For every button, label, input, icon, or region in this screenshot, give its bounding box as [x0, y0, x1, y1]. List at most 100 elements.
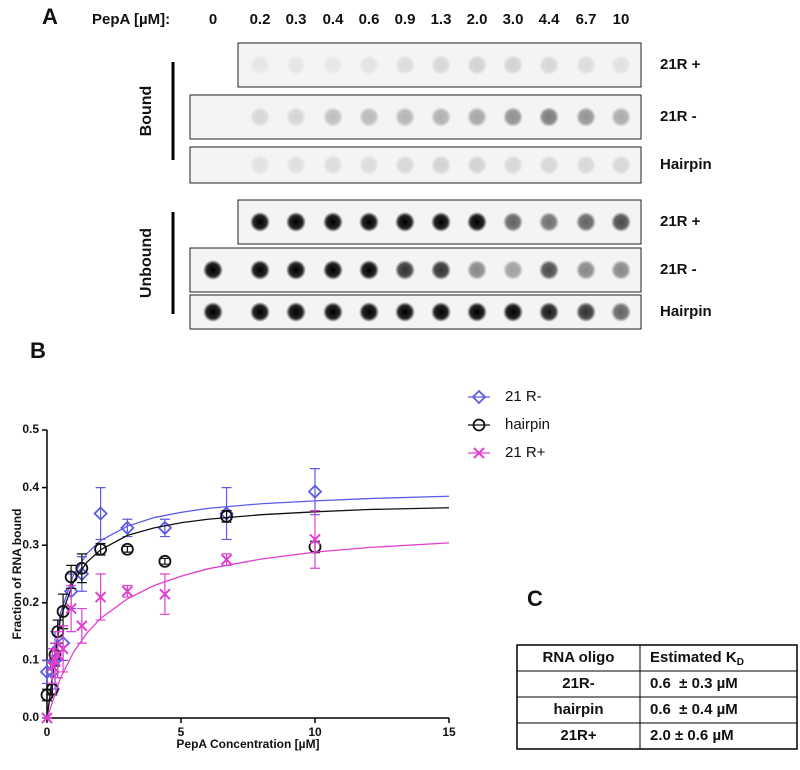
legend-marker: [472, 418, 486, 432]
row-label: 21R +: [660, 56, 701, 73]
panel-label: A: [42, 4, 58, 29]
blot-dot: [539, 302, 559, 322]
blot-dot: [250, 212, 270, 232]
blot-dot: [539, 155, 559, 175]
blot-dot: [250, 107, 270, 127]
blot-dot: [323, 55, 343, 75]
table-header: RNA oligo: [543, 649, 615, 666]
data-point: [41, 712, 53, 724]
legend-label: 21 R-: [505, 388, 542, 405]
blot-dot: [395, 260, 415, 280]
concentration-label: 0: [209, 11, 217, 28]
data-point: [75, 561, 89, 575]
blot-dot: [395, 212, 415, 232]
blot-dot: [395, 55, 415, 75]
data-point: [76, 620, 88, 632]
blot-dot: [611, 260, 631, 280]
blot-dot: [576, 55, 596, 75]
data-point: [220, 553, 233, 566]
blot-dot: [359, 155, 379, 175]
table-cell: 21R-: [562, 675, 595, 692]
x-tick-label: 5: [178, 725, 185, 739]
fit-curve: [46, 495, 450, 719]
blot-dot: [467, 55, 487, 75]
data-point: [94, 591, 107, 603]
blot-dot: [359, 55, 379, 75]
blot-dot: [323, 212, 343, 232]
error-bar: [95, 487, 106, 541]
blot-dot: [503, 302, 523, 322]
blot-dot: [467, 155, 487, 175]
blot-dot: [250, 302, 270, 322]
concentration-label: 0.3: [286, 11, 307, 28]
x-axis-label: PepA Concentration [µM]: [176, 737, 319, 751]
concentration-label: 4.4: [539, 11, 561, 28]
blot-dot: [359, 212, 379, 232]
row-label: Hairpin: [660, 303, 712, 320]
error-bar: [76, 553, 87, 584]
blot-dot: [431, 212, 451, 232]
table-cell: hairpin: [553, 701, 603, 718]
panel-label: B: [30, 338, 46, 363]
blot-dot: [323, 107, 343, 127]
blot-dot: [467, 107, 487, 127]
blot-dot: [286, 212, 306, 232]
blot-dot: [286, 55, 306, 75]
concentration-label: 2.0: [467, 11, 488, 28]
data-point: [93, 506, 108, 521]
blot-dot: [250, 55, 270, 75]
blot-dot: [539, 212, 559, 232]
legend-marker: [471, 389, 487, 405]
panel-label: C: [527, 586, 543, 611]
concentration-label: 0.2: [250, 11, 271, 28]
concentration-label: 0.9: [395, 11, 416, 28]
concentration-label: 10: [613, 11, 630, 28]
y-tick-label: 0.1: [22, 653, 39, 667]
data-point: [49, 654, 61, 667]
table-cell: 21R+: [560, 727, 597, 744]
concentration-label: 6.7: [576, 11, 597, 28]
data-point: [57, 643, 69, 655]
table-header: Estimated KD: [650, 649, 744, 668]
blot-dot: [503, 107, 523, 127]
blot-dot: [611, 55, 631, 75]
blot-dot: [611, 212, 631, 232]
data-point: [157, 520, 173, 536]
blot-dot: [467, 212, 487, 232]
table-cell: 2.0 ± 0.6 µM: [650, 727, 734, 744]
blot-dot: [431, 260, 451, 280]
header-text: RNA oligo: [543, 649, 615, 666]
blot-dot: [203, 302, 223, 322]
blot-dot: [395, 155, 415, 175]
error-bar: [310, 467, 320, 516]
data-point: [121, 585, 134, 597]
data-point: [46, 660, 59, 672]
data-point: [65, 602, 77, 615]
blot-dot: [576, 302, 596, 322]
row-label: Hairpin: [660, 156, 712, 173]
data-point: [39, 664, 55, 680]
blot-dot: [203, 260, 223, 280]
blot-dot: [395, 107, 415, 127]
y-tick-label: 0.2: [22, 595, 39, 609]
concentration-label: 0.4: [323, 11, 345, 28]
blot-dot: [576, 107, 596, 127]
data-point: [64, 570, 78, 584]
blot-dot: [323, 302, 343, 322]
blot-dot: [503, 212, 523, 232]
blot-dot: [576, 260, 596, 280]
data-point: [159, 588, 171, 600]
blot-dot: [576, 212, 596, 232]
blot-dot: [539, 107, 559, 127]
blot-dot: [611, 302, 631, 322]
blot-dot: [503, 260, 523, 280]
blot-dot: [467, 260, 487, 280]
data-point: [220, 510, 233, 523]
blot-dot: [611, 107, 631, 127]
legend-label: hairpin: [505, 416, 550, 433]
x-tick-label: 15: [442, 725, 456, 739]
blot-dot: [539, 55, 559, 75]
error-bar: [122, 545, 133, 553]
concentration-label: 1.3: [431, 11, 452, 28]
